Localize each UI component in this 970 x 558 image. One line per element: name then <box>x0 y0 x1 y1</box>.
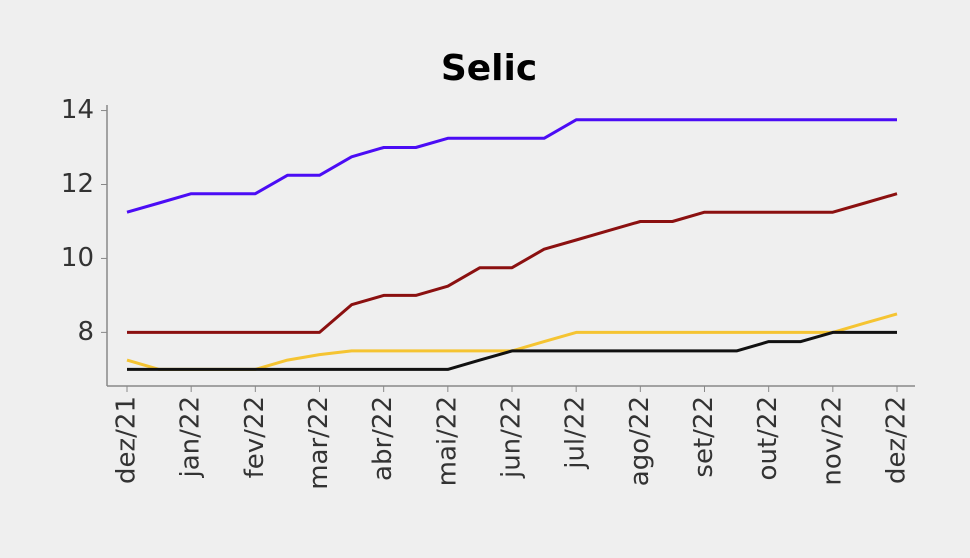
x-tick-label: dez/21 <box>112 396 142 484</box>
x-tick-label: abr/22 <box>368 396 398 481</box>
y-tick-label: 10 <box>61 243 94 273</box>
chart-title: Selic <box>441 48 537 89</box>
y-tick-label: 14 <box>61 95 94 125</box>
y-tick-label: 12 <box>61 169 94 199</box>
x-tick-label: out/22 <box>753 396 783 480</box>
x-tick-label: ago/22 <box>625 396 655 486</box>
x-tick-label: nov/22 <box>817 396 847 486</box>
x-tick-label: mai/22 <box>432 396 462 486</box>
x-tick-label: jun/22 <box>497 396 527 479</box>
series-line <box>127 330 897 371</box>
x-tick-label: fev/22 <box>240 396 270 478</box>
x-tick-label: jul/22 <box>561 396 591 470</box>
x-tick-label: jan/22 <box>176 396 206 478</box>
x-tick-label: dez/22 <box>882 396 912 484</box>
y-tick-label: 8 <box>77 317 94 347</box>
x-tick-label: set/22 <box>689 396 719 478</box>
x-tick-label: mar/22 <box>304 396 334 490</box>
series-line <box>126 118 897 214</box>
series-line <box>127 192 898 334</box>
